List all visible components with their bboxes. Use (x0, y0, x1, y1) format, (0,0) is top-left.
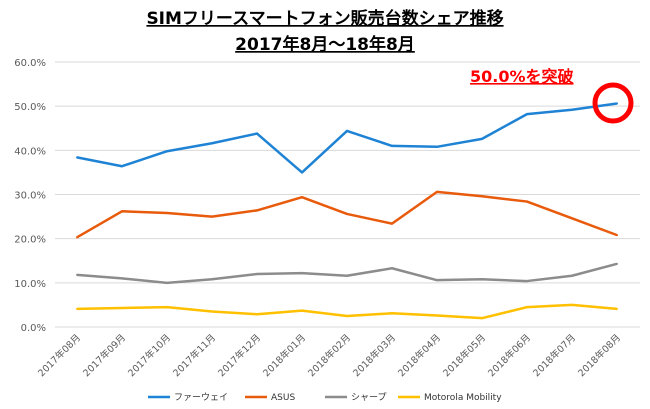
x-tick-label: 2017年11月 (171, 332, 219, 380)
data-point (211, 142, 213, 145)
x-tick-label: 2017年12月 (216, 332, 264, 380)
y-tick-label: 60.0% (14, 58, 46, 69)
x-tick-label: 2017年08月 (36, 332, 84, 380)
legend-label: Motorola Mobility (424, 393, 502, 403)
legend-label: ファーウェイ (174, 392, 228, 403)
x-tick-label: 2017年09月 (81, 332, 129, 380)
data-point (76, 273, 78, 276)
data-point (346, 212, 348, 215)
data-point (481, 317, 483, 320)
data-point (166, 281, 168, 284)
data-point (391, 222, 393, 225)
data-point (571, 108, 573, 111)
x-tick-label: 2018年06月 (486, 332, 534, 380)
data-point (301, 171, 303, 174)
data-point (436, 314, 438, 317)
data-point (481, 278, 483, 281)
data-point (301, 272, 303, 275)
data-point (211, 215, 213, 218)
data-point (391, 312, 393, 315)
y-tick-label: 20.0% (14, 235, 46, 246)
chart-title: SIMフリースマートフォン販売台数シェア推移 (146, 8, 503, 29)
data-point (76, 156, 78, 159)
y-tick-label: 0.0% (21, 323, 46, 334)
data-point (571, 274, 573, 277)
data-point (616, 234, 618, 237)
data-point (346, 314, 348, 317)
data-point (616, 262, 618, 265)
x-tick-label: 2018年05月 (441, 332, 489, 380)
data-point (481, 195, 483, 198)
x-tick-label: 2018年08月 (576, 332, 624, 380)
y-tick-label: 10.0% (14, 279, 46, 290)
x-tick-label: 2018年02月 (306, 332, 354, 380)
data-point (166, 150, 168, 153)
data-point (166, 212, 168, 215)
annotation-text: 50.0%を突破 (470, 67, 574, 86)
data-point (301, 309, 303, 312)
data-point (256, 209, 258, 212)
y-tick-label: 40.0% (14, 146, 46, 157)
data-point (436, 279, 438, 282)
data-point (391, 144, 393, 147)
data-point (76, 236, 78, 239)
legend-label: シャープ (351, 392, 386, 403)
data-point (256, 313, 258, 316)
y-tick-label: 30.0% (14, 191, 46, 202)
data-point (526, 200, 528, 203)
data-point (121, 307, 123, 310)
data-point (211, 310, 213, 313)
y-tick-label: 50.0% (14, 102, 46, 113)
series-line-2 (76, 262, 618, 285)
annotation-circle (592, 82, 634, 124)
chart-subtitle: 2017年8月〜18年8月 (235, 34, 415, 55)
data-point (526, 306, 528, 309)
data-point (346, 274, 348, 277)
data-point (256, 132, 258, 135)
data-point (436, 190, 438, 193)
data-point (616, 102, 618, 105)
data-point (526, 113, 528, 116)
data-point (301, 196, 303, 199)
data-point (121, 210, 123, 213)
data-point (256, 273, 258, 275)
data-point (166, 306, 168, 309)
legend-label: ASUS (271, 393, 295, 403)
series-line-0 (76, 102, 618, 174)
x-tick-label: 2018年01月 (261, 332, 309, 380)
data-point (121, 277, 123, 280)
data-point (481, 137, 483, 140)
data-point (526, 280, 528, 283)
x-tick-label: 2017年10月 (126, 332, 174, 380)
data-point (616, 307, 618, 310)
data-point (436, 145, 438, 148)
data-point (571, 217, 573, 220)
x-tick-label: 2018年07月 (531, 332, 579, 380)
data-point (346, 129, 348, 132)
x-tick-label: 2018年03月 (351, 332, 399, 380)
data-point (121, 165, 123, 168)
data-point (76, 307, 78, 310)
x-tick-label: 2018年04月 (396, 332, 444, 380)
data-point (211, 278, 213, 281)
data-point (571, 303, 573, 306)
data-point (391, 267, 393, 270)
